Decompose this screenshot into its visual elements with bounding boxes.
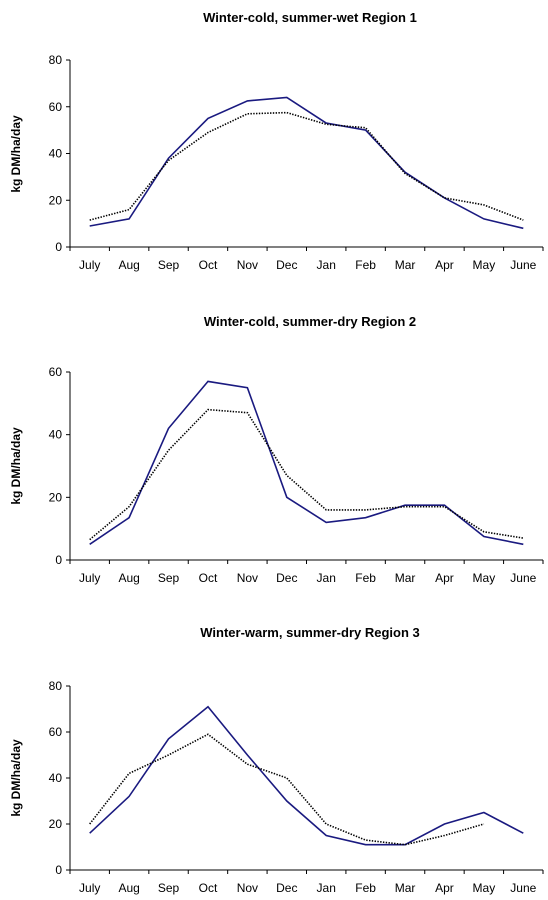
x-tick-label: Sep <box>158 881 180 895</box>
x-tick-label: Dec <box>276 881 297 895</box>
y-tick-label: 40 <box>49 771 63 785</box>
series-line-solid <box>89 380 524 546</box>
x-tick-label: Aug <box>118 258 139 272</box>
y-axis-label: kg DM/ha/day <box>9 427 23 505</box>
y-tick-label: 20 <box>49 193 63 207</box>
x-tick-label: Oct <box>199 571 218 585</box>
x-tick-label: Mar <box>395 258 416 272</box>
x-tick-label: Nov <box>237 571 258 585</box>
x-tick-label: Aug <box>118 881 139 895</box>
x-tick-label: Jan <box>317 258 336 272</box>
x-tick-label: Apr <box>435 881 454 895</box>
x-tick-label: Nov <box>237 881 258 895</box>
x-tick-label: July <box>79 258 100 272</box>
series-line-dotted <box>89 408 524 541</box>
y-tick-label: 40 <box>49 428 63 442</box>
x-tick-label: July <box>79 571 100 585</box>
x-tick-label: May <box>473 258 496 272</box>
series-line-dotted <box>89 111 524 221</box>
x-tick-label: Jan <box>317 881 336 895</box>
x-tick-label: Dec <box>276 571 297 585</box>
y-axis-label: kg DM/ha/day <box>9 115 23 193</box>
x-tick-label: Jan <box>317 571 336 585</box>
chart-title: Winter-cold, summer-wet Region 1 <box>203 10 417 25</box>
y-tick-label: 40 <box>49 147 63 161</box>
x-tick-label: Apr <box>435 571 454 585</box>
x-tick-label: Dec <box>276 258 297 272</box>
chart-region-2: Winter-cold, summer-dry Region 2 kg DM/ha… <box>9 314 544 585</box>
y-tick-label: 60 <box>49 100 63 114</box>
y-tick-label: 60 <box>49 725 63 739</box>
chart-region-3: Winter-warm, summer-dry Region 3 kg DM/ha… <box>9 625 544 895</box>
y-tick-label: 60 <box>49 365 63 379</box>
x-tick-label: June <box>510 571 536 585</box>
y-tick-label: 20 <box>49 490 63 504</box>
y-tick-label: 0 <box>55 240 62 254</box>
x-tick-label: Feb <box>355 571 376 585</box>
chart-title: Winter-cold, summer-dry Region 2 <box>204 314 416 329</box>
series-line-solid <box>89 705 524 846</box>
x-tick-label: Mar <box>395 881 416 895</box>
x-tick-label: June <box>510 258 536 272</box>
y-tick-label: 0 <box>55 863 62 877</box>
y-tick-label: 80 <box>49 53 63 67</box>
chart-region-1: Winter-cold, summer-wet Region 1 kg DM/ha… <box>9 10 544 272</box>
series-line-dotted <box>89 733 485 846</box>
x-tick-label: Oct <box>199 258 218 272</box>
x-tick-label: Oct <box>199 881 218 895</box>
y-tick-label: 20 <box>49 817 63 831</box>
y-tick-label: 80 <box>49 679 63 693</box>
x-tick-label: Sep <box>158 258 180 272</box>
x-tick-label: Apr <box>435 258 454 272</box>
x-tick-label: May <box>473 881 496 895</box>
x-tick-label: Nov <box>237 258 258 272</box>
y-tick-label: 0 <box>55 553 62 567</box>
x-tick-label: July <box>79 881 100 895</box>
x-tick-label: Sep <box>158 571 180 585</box>
x-tick-label: Feb <box>355 881 376 895</box>
x-tick-label: June <box>510 881 536 895</box>
series-line-solid <box>89 96 524 230</box>
y-axis-label: kg DM/ha/day <box>9 739 23 817</box>
x-tick-label: Feb <box>355 258 376 272</box>
x-tick-label: May <box>473 571 496 585</box>
x-tick-label: Aug <box>118 571 139 585</box>
x-tick-label: Mar <box>395 571 416 585</box>
chart-title: Winter-warm, summer-dry Region 3 <box>200 625 419 640</box>
